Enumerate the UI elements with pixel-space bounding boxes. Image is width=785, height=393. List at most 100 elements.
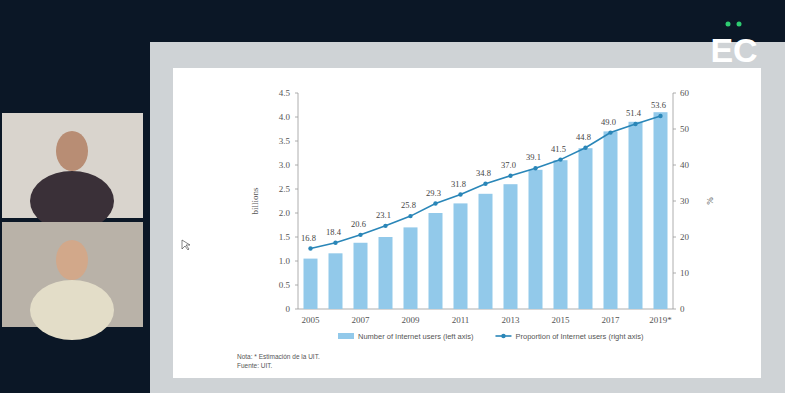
line — [311, 116, 661, 248]
y-tick-label: 4.0 — [279, 112, 291, 122]
webcam-tile — [2, 113, 143, 231]
y2-tick-label: 60 — [680, 88, 690, 98]
line-marker — [633, 122, 637, 126]
y2-tick-label: 30 — [680, 196, 690, 206]
y-axis — [298, 93, 299, 309]
y-axis-label: billions — [250, 187, 260, 215]
y2-tick — [673, 237, 676, 238]
data-label: 41.5 — [551, 144, 566, 154]
y-tick — [295, 189, 298, 190]
body — [30, 280, 114, 340]
face — [56, 131, 88, 171]
data-label: 31.8 — [451, 179, 466, 189]
y-tick-label: 0 — [286, 304, 291, 314]
y2-tick-label: 0 — [680, 304, 685, 314]
data-label: 23.1 — [376, 210, 391, 220]
line-marker — [583, 146, 587, 150]
bar — [654, 112, 668, 309]
bar — [529, 170, 543, 309]
data-label: 34.8 — [476, 168, 491, 178]
x-tick-label: 2015 — [552, 315, 571, 325]
y2-tick-label: 50 — [680, 124, 690, 134]
line-marker — [458, 192, 462, 196]
y-tick-label: 1.5 — [279, 232, 291, 242]
y2-tick — [673, 165, 676, 166]
bar — [629, 122, 643, 309]
line-marker — [433, 201, 437, 205]
legend: Number of Internet users (left axis) Prop… — [338, 332, 644, 341]
annotation: Fuente: UIT. — [237, 362, 273, 369]
line-marker — [608, 130, 612, 134]
y-tick — [295, 261, 298, 262]
y-tick-label: 0.5 — [279, 280, 291, 290]
data-label: 37.0 — [501, 160, 516, 170]
x-tick-label: 2017 — [602, 315, 621, 325]
x-tick-label: 2013 — [502, 315, 521, 325]
background — [0, 0, 785, 393]
line-marker — [308, 246, 312, 250]
line-marker — [333, 241, 337, 245]
legend-swatch — [338, 333, 354, 339]
plot-marks — [304, 112, 668, 309]
y-tick-label: 3.5 — [279, 136, 291, 146]
legend-label: Number of Internet users (left axis) — [358, 332, 474, 341]
y2-tick — [673, 201, 676, 202]
x-tick-label: 2009 — [402, 315, 421, 325]
y2-tick — [673, 273, 676, 274]
annotation: Nota: * Estimación de la UIT. — [237, 353, 320, 360]
bar — [604, 131, 618, 309]
y-tick — [295, 117, 298, 118]
y-tick — [295, 141, 298, 142]
bar — [504, 184, 518, 309]
line-marker — [408, 214, 412, 218]
data-label: 49.0 — [601, 117, 616, 127]
bar — [479, 194, 493, 309]
slide — [173, 68, 761, 378]
data-label: 44.8 — [576, 132, 591, 142]
slide-frame — [150, 42, 785, 393]
data-label: 39.1 — [526, 152, 541, 162]
y2-tick — [673, 309, 676, 310]
bar — [404, 227, 418, 309]
data-label: 18.4 — [326, 227, 342, 237]
y-tick — [295, 309, 298, 310]
bar — [579, 148, 593, 309]
line-marker — [658, 114, 662, 118]
y-tick — [295, 237, 298, 238]
y-tick-label: 3.0 — [279, 160, 291, 170]
y2-tick-label: 20 — [680, 232, 690, 242]
face — [56, 240, 88, 280]
bar — [554, 160, 568, 309]
bar — [379, 237, 393, 309]
logo-dot — [726, 22, 731, 27]
data-label: 16.8 — [301, 233, 316, 243]
webcam-tile — [2, 222, 143, 340]
cursor — [182, 240, 190, 250]
x-tick-label: 2011 — [452, 315, 470, 325]
logo: EC — [710, 31, 757, 69]
line-marker — [533, 166, 537, 170]
line-marker — [358, 233, 362, 237]
x-tick-label: 2019* — [649, 315, 672, 325]
y-tick — [295, 213, 298, 214]
y2-tick — [673, 129, 676, 130]
bar — [454, 203, 468, 309]
bar — [429, 213, 443, 309]
y-tick-label: 2.0 — [279, 208, 291, 218]
line-marker — [508, 174, 512, 178]
legend-label: Proportion of Internet users (right axis… — [515, 332, 643, 341]
y-tick — [295, 93, 298, 94]
x-tick-label: 2005 — [302, 315, 321, 325]
y2-tick-label: 10 — [680, 268, 690, 278]
line-marker — [483, 182, 487, 186]
data-label: 20.6 — [351, 219, 366, 229]
y-tick-label: 4.5 — [279, 88, 291, 98]
data-label: 53.6 — [651, 100, 666, 110]
y-tick — [295, 165, 298, 166]
bar — [354, 243, 368, 309]
data-label: 29.3 — [426, 188, 441, 198]
data-label: 25.8 — [401, 200, 416, 210]
y-tick — [295, 285, 298, 286]
logo-dot — [737, 22, 742, 27]
legend-swatch — [501, 334, 505, 338]
